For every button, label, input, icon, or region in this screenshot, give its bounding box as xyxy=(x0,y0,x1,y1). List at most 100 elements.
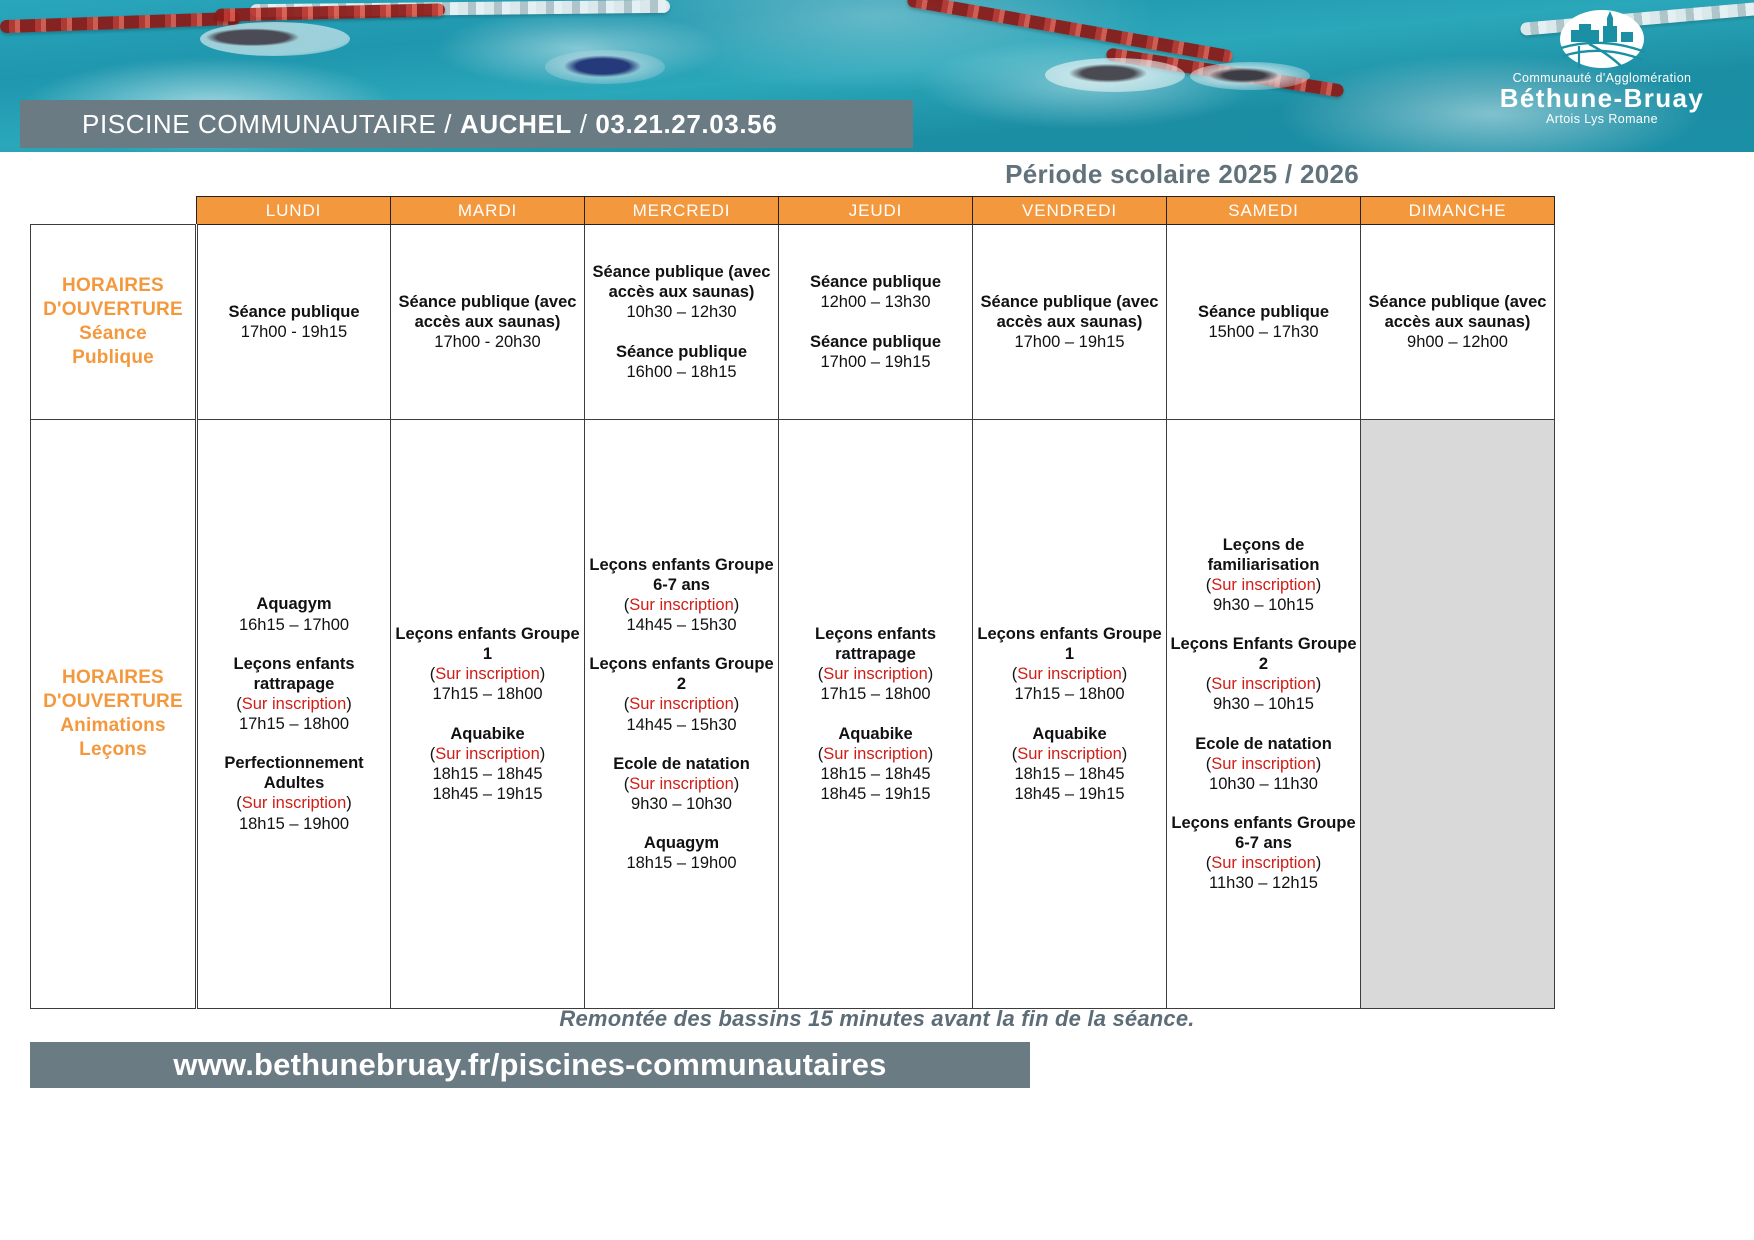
activity-block: Leçons Enfants Groupe 2 (Sur inscription)… xyxy=(1170,634,1357,715)
day-header-vendredi: VENDREDI xyxy=(972,196,1167,225)
swimmer xyxy=(1190,62,1310,90)
registration-note: (Sur inscription) xyxy=(429,665,546,684)
registration-note: (Sur inscription) xyxy=(817,744,934,763)
row-label: HORAIRES D'OUVERTURE Séance Publique xyxy=(30,224,198,420)
activity-block: Aquagym 16h15 – 17h00 xyxy=(201,594,387,634)
registration-label: Sur inscription xyxy=(823,744,928,763)
activity-time: 10h30 – 11h30 xyxy=(1209,774,1318,793)
registration-label: Sur inscription xyxy=(1211,575,1316,594)
activity-title: Séance publique (avec accès aux saunas) xyxy=(980,292,1159,331)
schedule-cell-jeudi: Leçons enfants rattrapage (Sur inscriptio… xyxy=(778,419,973,1009)
activity-title: Leçons enfants Groupe 1 xyxy=(977,625,1162,664)
activity-title: Séance publique xyxy=(1197,302,1330,321)
bethune-bruay-crest-icon xyxy=(1560,10,1646,69)
activity-title: Séance publique xyxy=(809,273,942,292)
activity-time: 18h15 – 18h45 xyxy=(1014,764,1125,783)
activity-block: Séance publique (avec accès aux saunas) 1… xyxy=(976,292,1163,352)
activity-block: Aquabike (Sur inscription) 18h15 – 18h45 18… xyxy=(976,724,1163,805)
row-label-line: D'OUVERTURE xyxy=(43,691,183,713)
schedule-cell-lundi: Séance publique 17h00 - 19h15 xyxy=(196,224,391,420)
schedule-cell-mercredi: Leçons enfants Groupe 6-7 ans (Sur inscri… xyxy=(584,419,779,1009)
activity-title: Séance publique xyxy=(615,342,748,361)
registration-note: (Sur inscription) xyxy=(1011,665,1128,684)
activity-time: 18h15 – 18h45 xyxy=(820,764,931,783)
activity-time: 10h30 – 12h30 xyxy=(626,303,737,322)
activity-title: Séance publique (avec accès aux saunas) xyxy=(592,263,771,302)
logo-line-name: Béthune-Bruay xyxy=(1499,83,1705,113)
activity-title: Leçons Enfants Groupe 2 xyxy=(1170,635,1357,674)
day-header-mercredi: MERCREDI xyxy=(584,196,779,225)
row-label-line: Animations xyxy=(60,715,166,736)
activity-block: Leçons enfants rattrapage (Sur inscriptio… xyxy=(782,624,969,705)
activity-time: 17h15 – 18h00 xyxy=(432,685,543,704)
activity-time: 12h00 – 13h30 xyxy=(820,293,931,312)
registration-label: Sur inscription xyxy=(823,665,928,684)
registration-note: (Sur inscription) xyxy=(623,774,740,793)
registration-note: (Sur inscription) xyxy=(236,794,352,813)
table-body: HORAIRES D'OUVERTURE Séance Publique Séance … xyxy=(30,224,1555,1009)
activity-block: Ecole de natation (Sur inscription) 9h30 –… xyxy=(588,754,775,814)
activity-title: Leçons enfants rattrapage xyxy=(814,625,937,664)
activity-time: 9h30 – 10h30 xyxy=(631,794,732,813)
swimmer xyxy=(200,22,350,56)
activity-title: Aquabike xyxy=(1032,724,1107,743)
activity-time: 9h30 – 10h15 xyxy=(1213,595,1314,614)
activity-block: Séance publique 17h00 – 19h15 xyxy=(782,332,969,372)
activity-block: Séance publique 15h00 – 17h30 xyxy=(1170,302,1357,342)
activity-time: 18h45 – 19h15 xyxy=(820,784,931,803)
registration-label: Sur inscription xyxy=(435,665,540,684)
registration-note: (Sur inscription) xyxy=(817,665,934,684)
row-label-line: Leçons xyxy=(79,738,147,760)
row-label: HORAIRES D'OUVERTURE Animations Leçons xyxy=(30,419,198,1009)
row-label-line: HORAIRES xyxy=(62,667,164,689)
activity-block: Leçons enfants Groupe 1 (Sur inscription)… xyxy=(976,624,1163,705)
activity-time: 17h00 – 19h15 xyxy=(1014,333,1125,352)
registration-note: (Sur inscription) xyxy=(236,694,352,713)
activity-time: 17h00 – 19h15 xyxy=(820,352,931,371)
website-url[interactable]: www.bethunebruay.fr/piscines-communautai… xyxy=(173,1047,887,1082)
activity-time: 18h45 – 19h15 xyxy=(1014,784,1125,803)
schedule-cell-samedi: Leçons de familiarisation (Sur inscriptio… xyxy=(1166,419,1361,1009)
schedule-table: LUNDI MARDI MERCREDI JEUDI VENDREDI SAME… xyxy=(30,196,1555,1009)
activity-block: Séance publique (avec accès aux saunas) 9… xyxy=(1364,292,1551,352)
activity-block: Séance publique (avec accès aux saunas) 1… xyxy=(588,262,775,322)
facility-prefix: PISCINE COMMUNAUTAIRE / xyxy=(82,108,460,139)
activity-time: 15h00 – 17h30 xyxy=(1208,323,1319,341)
activity-title: Aquagym xyxy=(643,834,720,853)
table-row: HORAIRES D'OUVERTURE Animations Leçons Aquag… xyxy=(30,419,1555,1009)
activity-time: 17h00 - 20h30 xyxy=(434,333,541,352)
activity-block: Séance publique 16h00 – 18h15 xyxy=(588,342,775,382)
activity-time: 17h15 – 18h00 xyxy=(1014,685,1125,704)
website-url-bar[interactable]: www.bethunebruay.fr/piscines-communautai… xyxy=(30,1042,1030,1088)
activity-time: 14h45 – 15h30 xyxy=(626,715,737,734)
registration-label: Sur inscription xyxy=(241,794,347,813)
schedule-cell-mardi: Leçons enfants Groupe 1 (Sur inscription)… xyxy=(390,419,585,1009)
registration-note: (Sur inscription) xyxy=(1205,754,1322,773)
activity-title: Aquagym xyxy=(256,595,332,614)
activity-block: Ecole de natation (Sur inscription) 10h30 … xyxy=(1170,734,1357,794)
schedule-cell-samedi: Séance publique 15h00 – 17h30 xyxy=(1166,224,1361,420)
logo-line-region: Artois Lys Romane xyxy=(1546,112,1658,127)
registration-note: (Sur inscription) xyxy=(1011,744,1128,763)
facility-title-band: PISCINE COMMUNAUTAIRE / AUCHEL / 03.21.2… xyxy=(20,100,913,148)
registration-label: Sur inscription xyxy=(1017,744,1122,763)
period-title: Période scolaire 2025 / 2026 xyxy=(1005,158,1359,189)
hero-banner: PISCINE COMMUNAUTAIRE / AUCHEL / 03.21.2… xyxy=(0,0,1754,152)
registration-note: (Sur inscription) xyxy=(1205,854,1322,873)
activity-block: Séance publique 12h00 – 13h30 xyxy=(782,272,969,312)
registration-label: Sur inscription xyxy=(435,744,540,763)
activity-title: Leçons enfants rattrapage xyxy=(233,654,355,693)
activity-title: Séance publique xyxy=(228,302,360,321)
registration-note: (Sur inscription) xyxy=(429,744,546,763)
activity-time: 18h15 – 19h00 xyxy=(626,854,737,873)
activity-time: 9h00 – 12h00 xyxy=(1407,333,1508,352)
registration-note: (Sur inscription) xyxy=(623,595,740,614)
registration-label: Sur inscription xyxy=(629,774,734,793)
activity-title: Leçons enfants Groupe 6-7 ans xyxy=(1171,813,1356,853)
activity-block: Leçons enfants Groupe 1 (Sur inscription)… xyxy=(394,624,581,705)
schedule-cell-lundi: Aquagym 16h15 – 17h00 Leçons enfants rattr… xyxy=(196,419,391,1009)
activity-title: Aquabike xyxy=(838,724,913,743)
activity-time: 14h45 – 15h30 xyxy=(626,616,737,635)
schedule-cell-mercredi: Séance publique (avec accès aux saunas) 1… xyxy=(584,224,779,420)
facility-name: AUCHEL xyxy=(459,108,572,139)
